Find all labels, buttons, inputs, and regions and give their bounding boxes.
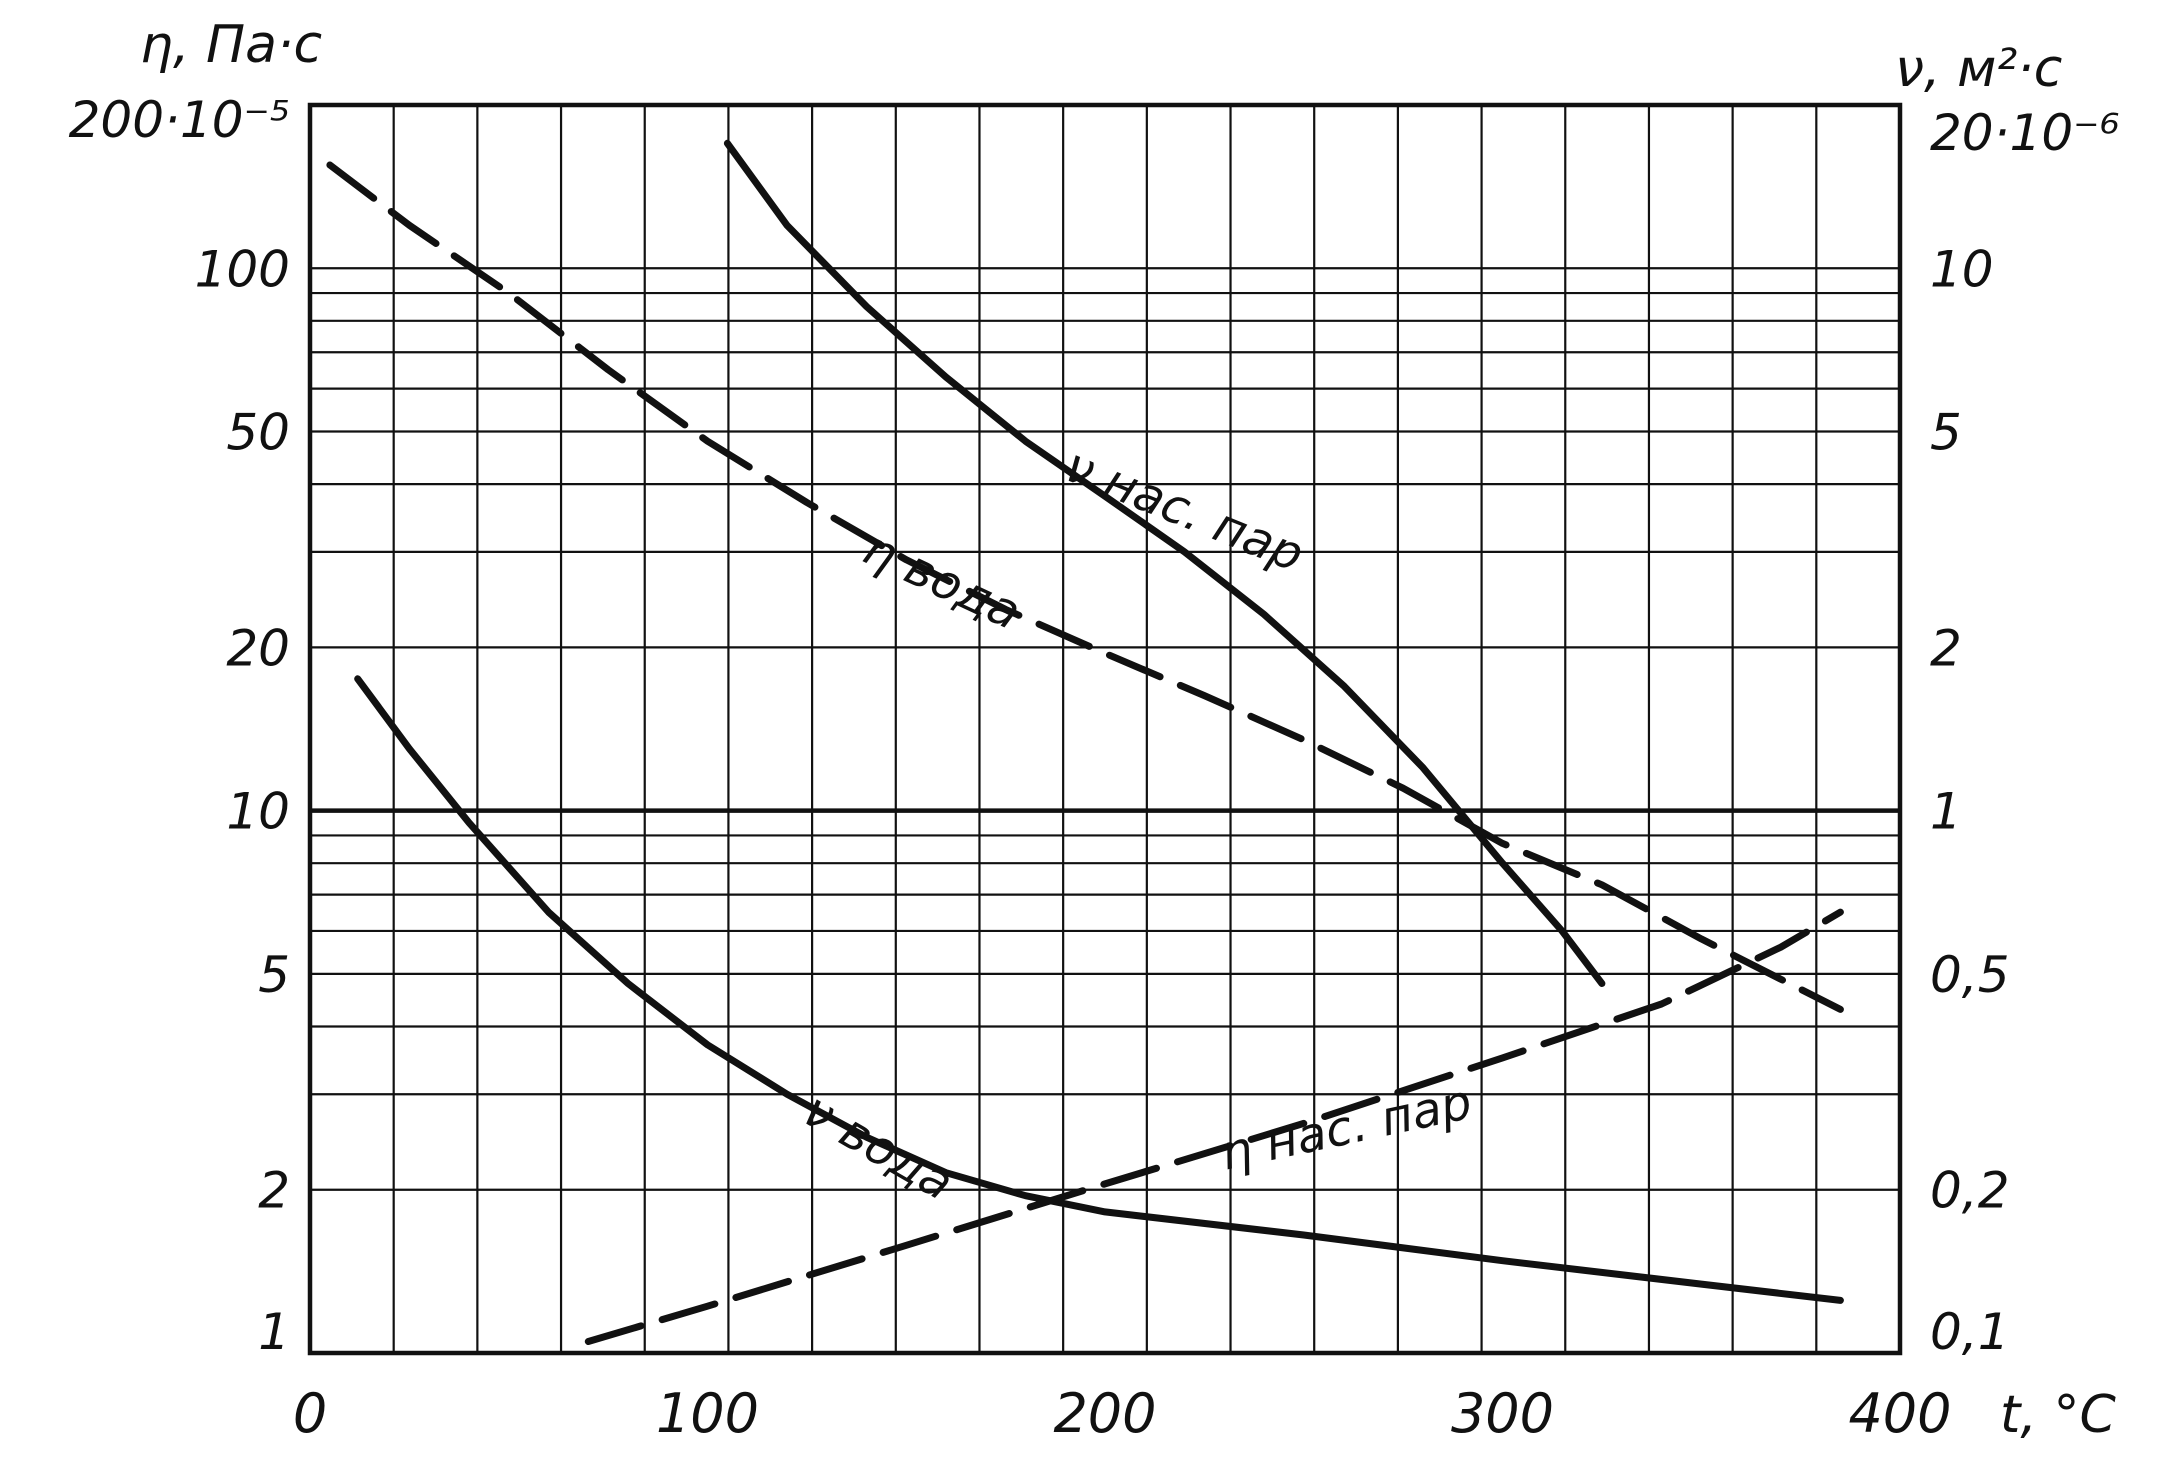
series-label: η нас. пар — [1216, 1074, 1477, 1182]
x-tick-label: 400 — [1848, 1382, 1951, 1445]
right-tick-label: 0,1 — [1930, 1303, 2010, 1361]
left-axis-title: η, Па·с — [140, 15, 322, 75]
series-line-eta — [326, 161, 1844, 1013]
x-tick-label: 300 — [1451, 1382, 1554, 1445]
right-tick-label: 2 — [1930, 619, 1962, 677]
plot-frame — [307, 102, 1903, 1356]
chart-grid — [310, 105, 1900, 1353]
series-label: ν вода — [794, 1082, 963, 1212]
left-tick-label: 2 — [258, 1162, 290, 1220]
x-tick-label: 0 — [293, 1382, 327, 1445]
right-tick-label: 0,5 — [1930, 946, 2010, 1004]
left-tick-label: 50 — [226, 404, 290, 462]
right-tick-label: 5 — [1930, 404, 1962, 462]
series-label: ν нас. пар — [1058, 437, 1312, 583]
x-axis-title: t, °C — [2000, 1385, 2116, 1445]
series-line-nu — [354, 675, 1844, 1304]
left-tick-label: 20 — [226, 619, 290, 677]
chart-labels: 200·10⁻⁵ 100 50 20 10 5 2 1 20·10⁻⁶ 10 5 2 1 0,5 0,2 0,… — [69, 15, 2120, 1445]
left-tick-label: 100 — [195, 240, 290, 298]
x-tick-label: 200 — [1053, 1382, 1156, 1445]
chart-curves — [326, 139, 1844, 1345]
x-tick-label: 100 — [656, 1382, 759, 1445]
series-line-eta — [584, 908, 1844, 1345]
left-tick-label: 1 — [258, 1303, 290, 1361]
series-line-nu — [723, 139, 1606, 987]
left-tick-label: 10 — [226, 783, 290, 841]
right-tick-label: 10 — [1930, 240, 1994, 298]
right-axis-title: ν, м²·с — [1895, 39, 2062, 99]
left-tick-label: 5 — [258, 946, 290, 1004]
left-tick-label: 200·10⁻⁵ — [69, 91, 290, 149]
right-tick-label: 0,2 — [1930, 1162, 2010, 1220]
series-label: η вода — [855, 520, 1029, 641]
right-tick-label: 1 — [1930, 783, 1962, 841]
right-tick-label: 20·10⁻⁶ — [1930, 104, 2120, 162]
